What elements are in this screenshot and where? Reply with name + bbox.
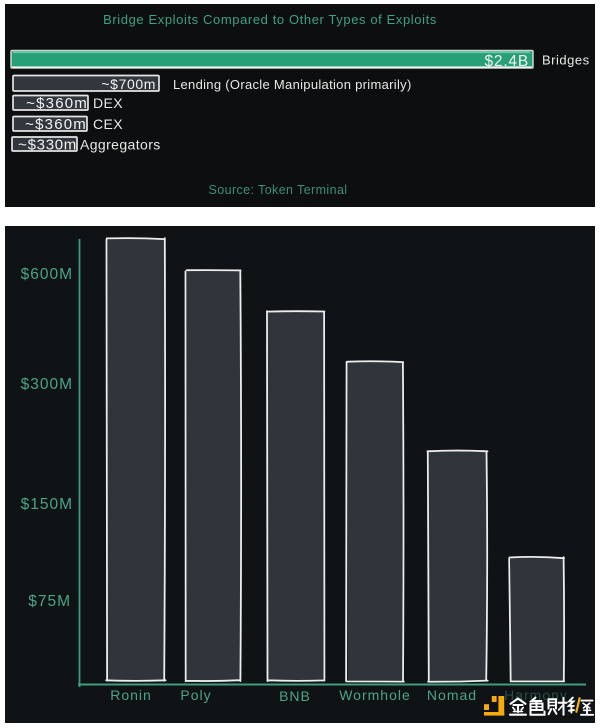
- svg-text:~$330m: ~$330m: [18, 137, 77, 154]
- svg-text:Nomad: Nomad: [427, 687, 477, 703]
- svg-text:Wormhole: Wormhole: [339, 687, 411, 703]
- svg-text:~$360m: ~$360m: [25, 116, 87, 133]
- svg-text:$150M: $150M: [21, 496, 73, 513]
- svg-text:CEX: CEX: [93, 116, 123, 132]
- svg-text:$2.4B: $2.4B: [484, 53, 529, 70]
- svg-text:~$360m: ~$360m: [26, 95, 88, 112]
- svg-text:~$700m: ~$700m: [101, 76, 156, 92]
- svg-text:Lending (Oracle Manipulation p: Lending (Oracle Manipulation primarily): [173, 77, 412, 92]
- svg-text:DEX: DEX: [93, 95, 123, 111]
- svg-text:Poly: Poly: [180, 687, 211, 703]
- svg-text:Bridges: Bridges: [542, 53, 590, 68]
- svg-text:Aggregators: Aggregators: [80, 137, 161, 153]
- svg-text:Ronin: Ronin: [110, 687, 152, 703]
- svg-text:Bridge Exploits Compared to Ot: Bridge Exploits Compared to Other Types …: [103, 12, 437, 27]
- svg-text:$75M: $75M: [28, 593, 71, 610]
- svg-text:BNB: BNB: [279, 688, 311, 704]
- svg-text:$300M: $300M: [21, 376, 73, 393]
- svg-text:Source: Token Terminal: Source: Token Terminal: [209, 183, 348, 197]
- svg-text:$600M: $600M: [21, 266, 73, 283]
